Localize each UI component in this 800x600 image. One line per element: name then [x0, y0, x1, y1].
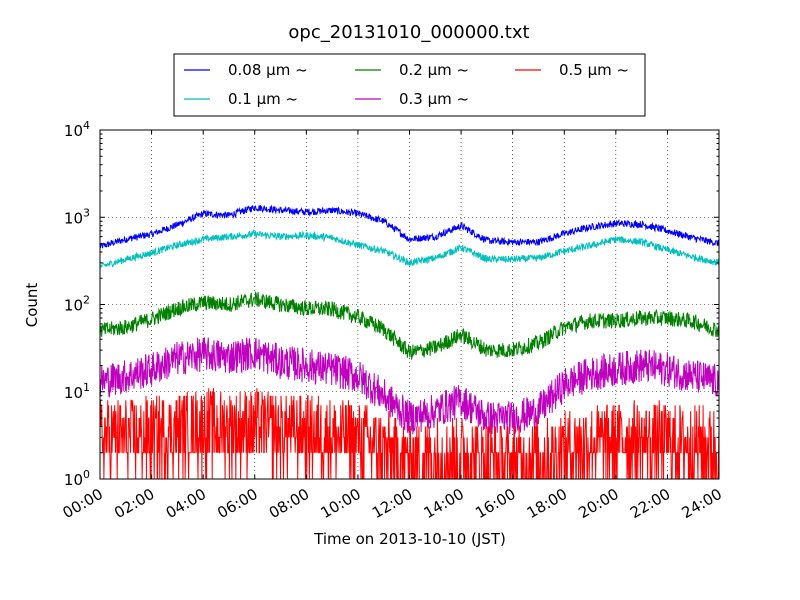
y-tick-labels: 100 101 102 103 104	[64, 119, 90, 489]
y-tick-label: 103	[64, 206, 90, 227]
legend-box	[173, 53, 646, 117]
series-line	[100, 388, 719, 479]
x-axis-label: Time on 2013-10-10 (JST)	[313, 530, 506, 548]
y-tick-label: 101	[64, 381, 90, 402]
y-axis-label: Count	[23, 283, 41, 328]
y-tick-label: 102	[64, 294, 90, 315]
series-line	[100, 204, 719, 249]
y-tick-label: 100	[64, 468, 90, 489]
series-line	[100, 337, 719, 436]
y-tick-label: 104	[64, 119, 90, 140]
plot-frame	[99, 129, 720, 480]
legend-label: 0.1 μm ~	[228, 90, 298, 108]
series-line	[100, 290, 719, 360]
legend: 0.08 μm ~ 0.1 μm ~ 0.2 μm ~ 0.3 μm ~ 0.5 μm …	[173, 53, 646, 117]
chart-title: opc_20131010_000000.txt	[288, 22, 529, 43]
series-line	[100, 228, 719, 270]
legend-label: 0.2 μm ~	[399, 61, 469, 79]
series-layer	[100, 204, 719, 479]
legend-label: 0.3 μm ~	[399, 90, 469, 108]
legend-label: 0.5 μm ~	[559, 61, 629, 79]
legend-label: 0.08 μm ~	[228, 61, 308, 79]
